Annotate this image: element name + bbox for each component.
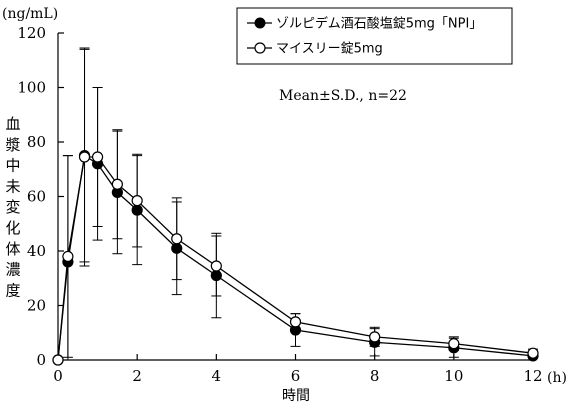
x-ticks: 0 2 4 6 8 10 12 [53, 354, 543, 385]
x-axis-title: 時間 [282, 388, 310, 404]
x-axis-unit: (h) [547, 370, 567, 386]
y-axis-label-char: 化 [5, 219, 20, 237]
y-tick-label: 0 [36, 351, 46, 369]
x-tick-label: 12 [523, 367, 542, 385]
legend-label-npi: ゾルピデム酒石酸塩錠5mg「NPI」 [276, 16, 482, 32]
series-markers-0 [52, 150, 539, 366]
y-axis-label-char: 変 [5, 198, 20, 216]
y-axis-label-char: 濃 [5, 261, 20, 279]
data-point [111, 178, 123, 190]
x-tick-label: 0 [53, 367, 63, 385]
data-point [131, 204, 143, 216]
y-axis-label-char: 漿 [5, 136, 20, 154]
legend: ゾルピデム酒石酸塩錠5mg「NPI」 マイスリー錠5mg [236, 7, 513, 65]
y-tick-label: 60 [27, 188, 46, 206]
data-point [171, 233, 183, 245]
y-ticks: 0 20 40 60 80 100 120 [17, 24, 64, 369]
y-axis-label-char: 度 [5, 281, 20, 299]
data-point [78, 151, 91, 163]
x-tick-label: 8 [370, 367, 380, 385]
series-markers-1 [52, 151, 539, 366]
y-axis-label-char: 血 [5, 115, 20, 133]
data-point [369, 331, 381, 343]
data-point [52, 354, 64, 366]
data-point [210, 269, 222, 282]
x-tick-label: 4 [212, 367, 222, 385]
y-axis-label-char: 体 [5, 240, 20, 258]
legend-box [236, 7, 513, 65]
legend-marker-myslee [254, 42, 266, 54]
data-point [131, 194, 143, 207]
y-tick-label: 100 [17, 79, 46, 97]
y-axis-label-char: 中 [5, 157, 20, 175]
data-point [210, 260, 222, 272]
y-tick-label: 20 [27, 297, 46, 315]
y-axis-unit: (ng/mL) [2, 6, 58, 22]
plot-area [52, 47, 539, 366]
x-tick-label: 6 [291, 367, 301, 385]
data-point [62, 250, 74, 263]
stats-annotation: Mean±S.D., n=22 [279, 88, 407, 104]
y-tick-label: 80 [27, 133, 46, 151]
data-point [448, 338, 460, 350]
series-line [57, 156, 534, 361]
legend-marker-npi [254, 17, 266, 29]
data-point [91, 151, 104, 163]
data-point [171, 242, 183, 254]
legend-label-myslee: マイスリー錠5mg [276, 42, 383, 57]
x-tick-label: 2 [132, 367, 142, 385]
y-tick-label: 40 [27, 242, 46, 260]
y-axis-label-char: 未 [5, 177, 20, 195]
data-point [527, 347, 539, 359]
y-tick-label: 120 [17, 24, 46, 42]
x-tick-label: 10 [444, 367, 463, 385]
data-point [289, 316, 302, 328]
